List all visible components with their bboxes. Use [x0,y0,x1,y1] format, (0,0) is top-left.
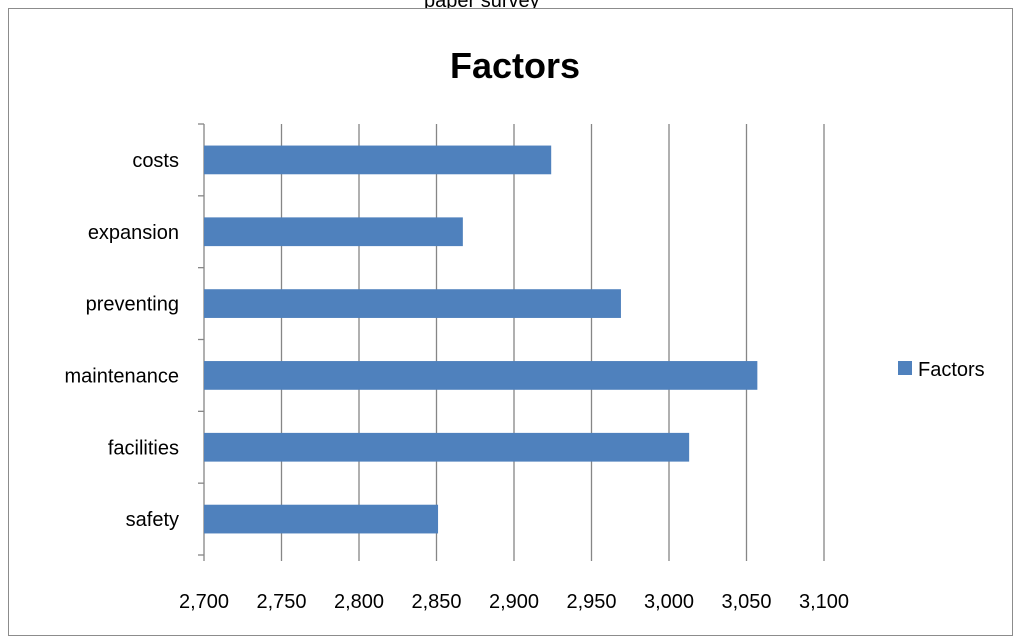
category-label-preventing: preventing [86,294,179,316]
bar-safety [204,504,439,534]
x-tick-label: 2,900 [489,591,539,613]
chart-frame [8,8,1013,636]
x-tick-label: 3,000 [644,591,694,613]
legend-label: Factors [918,359,985,381]
x-tick-label: 2,950 [566,591,616,613]
gridlines [280,124,825,555]
axes [198,123,825,561]
bar-expansion [204,217,463,247]
bar-costs [204,145,552,175]
bars [204,145,758,534]
x-tick-label: 2,700 [179,591,229,613]
category-label-costs: costs [132,150,179,172]
category-label-maintenance: maintenance [64,365,179,387]
x-tick-label: 3,050 [721,591,771,613]
bar-preventing [204,289,621,318]
chart-title: Factors [450,45,580,86]
category-label-safety: safety [126,509,179,531]
x-tick-label: 3,100 [799,591,849,613]
x-tick-label: 2,850 [411,591,461,613]
x-tick-label: 2,750 [256,591,306,613]
category-label-facilities: facilities [108,437,179,459]
x-tick-label: 2,800 [334,591,384,613]
x-tick-labels: 2,700 2,750 2,800 2,850 2,900 2,950 3,000 3,050… [179,591,849,613]
bar-facilities [204,432,690,462]
legend-swatch [898,361,912,375]
category-labels: safety facilities maintenance preventing exp… [64,150,179,531]
category-label-expansion: expansion [88,222,179,244]
bar-maintenance [204,361,758,390]
legend: Factors [898,359,985,381]
